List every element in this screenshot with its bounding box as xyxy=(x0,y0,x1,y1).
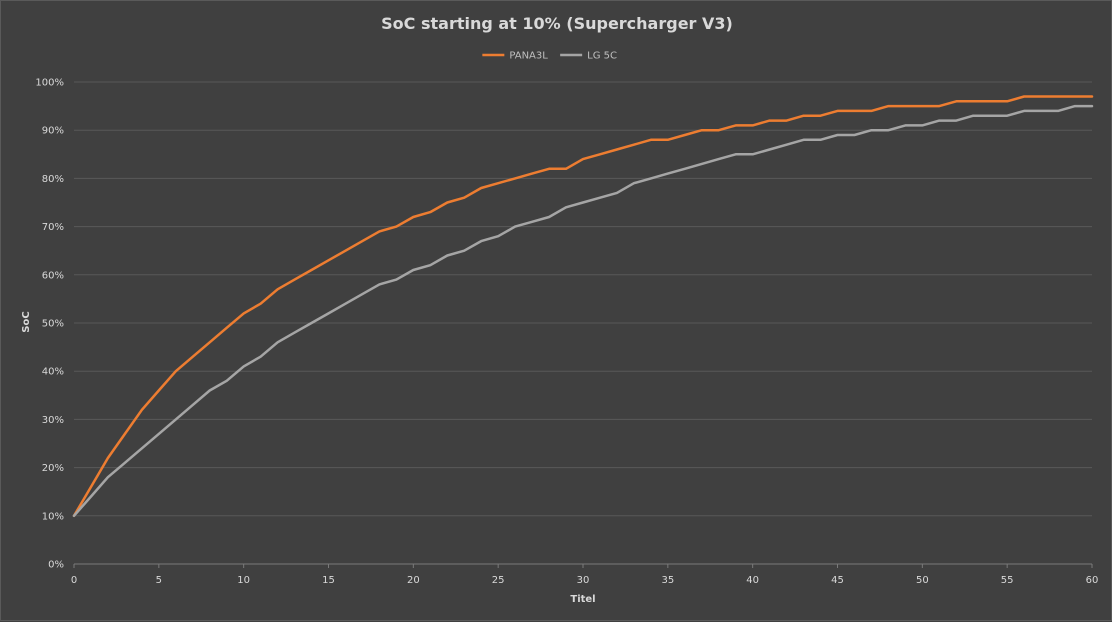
y-tick-label: 50% xyxy=(42,319,64,330)
y-tick-label: 0% xyxy=(48,560,64,571)
legend-label: LG 5C xyxy=(587,51,617,62)
y-tick-label: 20% xyxy=(42,463,64,474)
series-layer xyxy=(72,95,1094,518)
series-line-lg-5c xyxy=(72,104,1094,518)
y-tick-label: 40% xyxy=(42,367,64,378)
y-tick-label: 80% xyxy=(42,174,64,185)
x-tick-label: 0 xyxy=(71,575,77,586)
x-tick-label: 45 xyxy=(831,575,844,586)
gridlines xyxy=(74,81,1092,565)
legend-label: PANA3L xyxy=(509,51,548,62)
x-tick-label: 15 xyxy=(322,575,335,586)
x-tick-label: 25 xyxy=(492,575,505,586)
x-tick-label: 55 xyxy=(1001,575,1014,586)
series-line-pana3l xyxy=(72,95,1094,518)
x-tick-label: 10 xyxy=(237,575,250,586)
y-tick-label: 70% xyxy=(42,222,64,233)
y-tick-label: 60% xyxy=(42,270,64,281)
y-axis-ticks: 0% 10% 20% 30% 40% 50% 60% 70% 80% 90% 100% xyxy=(35,78,64,571)
y-tick-label: 90% xyxy=(42,126,64,137)
y-tick-label: 30% xyxy=(42,415,64,426)
x-axis-ticks: 0 5 10 15 20 25 30 35 40 45 50 55 60 xyxy=(71,564,1099,586)
x-tick-label: 35 xyxy=(661,575,674,586)
x-tick-label: 50 xyxy=(916,575,929,586)
x-axis-label: Titel xyxy=(570,594,595,605)
y-tick-label: 100% xyxy=(35,78,64,89)
legend: PANA3L LG 5C xyxy=(482,51,617,62)
x-tick-label: 30 xyxy=(577,575,590,586)
chart-title: SoC starting at 10% (Supercharger V3) xyxy=(381,14,733,33)
y-tick-label: 10% xyxy=(42,511,64,522)
x-tick-label: 5 xyxy=(156,575,162,586)
y-axis-label: SoC xyxy=(21,311,32,332)
x-tick-label: 20 xyxy=(407,575,420,586)
x-tick-label: 40 xyxy=(746,575,759,586)
x-tick-label: 60 xyxy=(1086,575,1099,586)
